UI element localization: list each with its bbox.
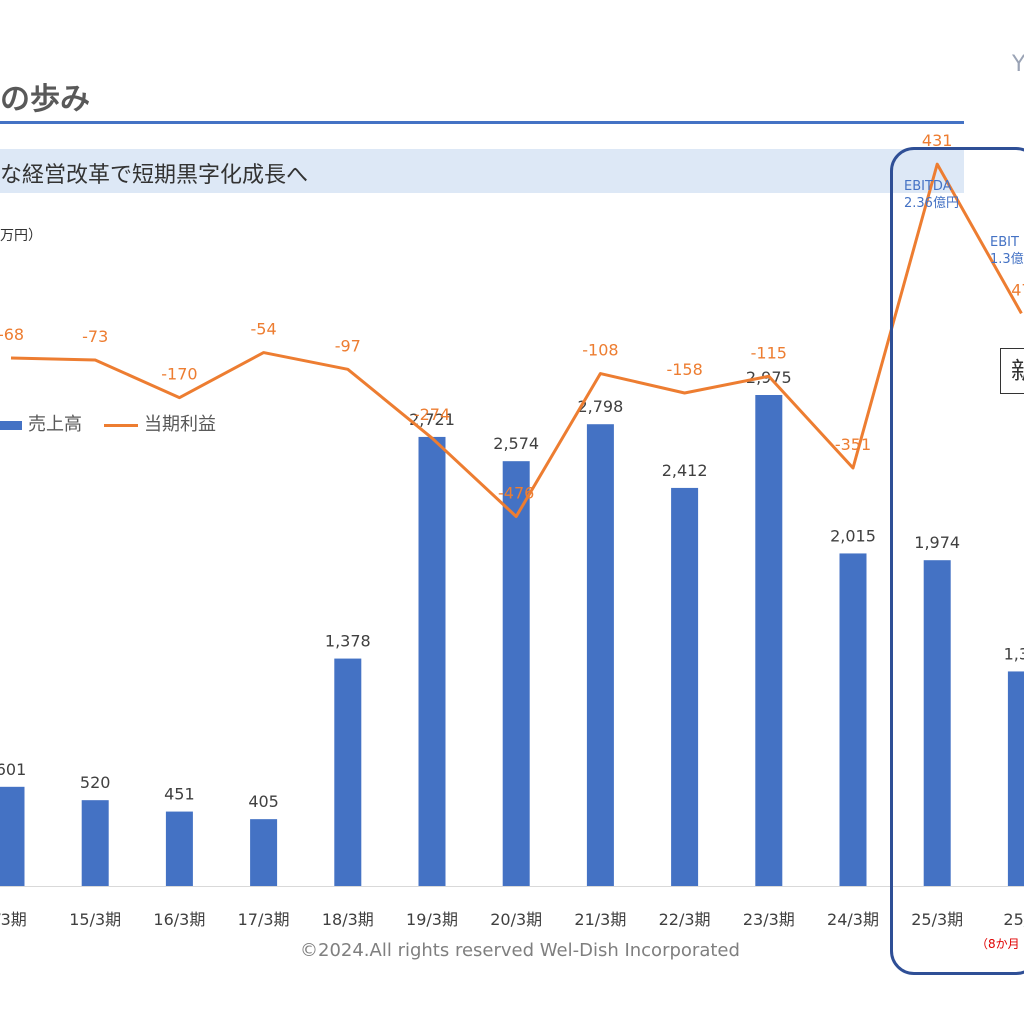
- bar-value-label-0: 601: [0, 760, 26, 779]
- x-tick-label-5: 19/3期: [406, 910, 458, 929]
- page-title: の歩み: [0, 82, 90, 117]
- copyright-footer: ©2024.All rights reserved Wel-Dish Incor…: [300, 940, 740, 961]
- line-value-label-0: -68: [0, 325, 24, 344]
- x-tick-label-7: 21/3期: [574, 910, 626, 929]
- legend-bar-swatch: [0, 420, 22, 430]
- bar-value-label-2: 451: [164, 785, 195, 804]
- subtitle-band: [0, 149, 964, 193]
- forecast-highlight-box: [890, 147, 1024, 975]
- x-tick-label-3: 17/3期: [238, 910, 290, 929]
- months-note: （8か月: [976, 937, 1020, 951]
- bar-2: [165, 811, 193, 886]
- line-value-label-10: -351: [835, 435, 871, 454]
- line-value-label-4: -97: [335, 336, 361, 355]
- bar-11: [923, 560, 951, 886]
- x-tick-label-11: 25/3期: [911, 910, 963, 929]
- line-value-label-11: 431: [922, 131, 953, 150]
- x-tick-label-2: 16/3期: [153, 910, 205, 929]
- x-tick-label-0: /3期: [0, 910, 27, 929]
- legend-line-label: 当期利益: [144, 414, 216, 435]
- x-tick-label-8: 22/3期: [659, 910, 711, 929]
- bar-12: [1007, 671, 1024, 886]
- line-value-label-1: -73: [82, 327, 108, 346]
- ebitda-annotation-2: EBIT 1.3億: [990, 234, 1024, 268]
- bar-4: [334, 658, 362, 886]
- x-tick-label-12: 25/8: [1003, 910, 1024, 929]
- line-value-label-8: -158: [666, 360, 702, 379]
- bar-value-label-4: 1,378: [325, 632, 371, 651]
- line-value-label-3: -54: [251, 320, 277, 339]
- x-tick-label-9: 23/3期: [743, 910, 795, 929]
- x-tick-label-10: 24/3期: [827, 910, 879, 929]
- bar-8: [671, 487, 699, 886]
- bar-9: [755, 395, 783, 886]
- ebitda-1-value: 2.36億円: [904, 196, 959, 211]
- corner-logo-mark: Y: [1012, 52, 1024, 77]
- bar-value-label-6: 2,574: [493, 434, 539, 453]
- line-value-label-7: -108: [582, 341, 618, 360]
- line-value-label-6: -476: [498, 484, 534, 503]
- bar-value-label-10: 2,015: [830, 526, 876, 545]
- ebitda-1-title: EBITDA: [904, 179, 952, 194]
- bar-3: [250, 819, 278, 886]
- ebitda-2-title: EBIT: [990, 235, 1019, 250]
- slide-subtitle: な経営改革で短期黒字化成長へ: [0, 163, 309, 188]
- legend-line-swatch: [104, 423, 138, 427]
- line-value-label-5: -274: [414, 405, 450, 424]
- line-value-label-9: -115: [751, 343, 787, 362]
- line-value-label-2: -170: [161, 365, 197, 384]
- ebitda-annotation-1: EBITDA 2.36億円: [904, 178, 959, 212]
- x-tick-label-6: 20/3期: [490, 910, 542, 929]
- bar-value-label-7: 2,798: [577, 397, 623, 416]
- bar-6: [502, 461, 530, 886]
- x-tick-label-4: 18/3期: [322, 910, 374, 929]
- bar-value-label-1: 520: [80, 773, 111, 792]
- bar-value-label-11: 1,974: [914, 533, 960, 552]
- bar-0: [0, 786, 25, 886]
- bar-value-label-8: 2,412: [662, 461, 708, 480]
- x-tick-label-1: 15/3期: [69, 910, 121, 929]
- bar-10: [839, 553, 867, 886]
- profit-line: [10, 162, 1023, 519]
- new-label-box: 新: [1000, 348, 1024, 394]
- legend-bar-label: 売上高: [28, 414, 82, 435]
- bar-5: [418, 436, 446, 886]
- bar-value-label-12: 1,30: [1004, 644, 1024, 663]
- bar-value-label-5: 2,721: [409, 410, 455, 429]
- unit-label: 万円）: [0, 228, 42, 244]
- title-underline: [0, 121, 964, 124]
- chart-legend: 売上高 当期利益: [0, 410, 216, 436]
- bar-7: [586, 424, 614, 886]
- bar-1: [81, 800, 109, 886]
- bar-value-label-3: 405: [248, 792, 279, 811]
- ebitda-2-value: 1.3億: [990, 252, 1024, 267]
- line-value-label-12: 47: [1011, 280, 1024, 299]
